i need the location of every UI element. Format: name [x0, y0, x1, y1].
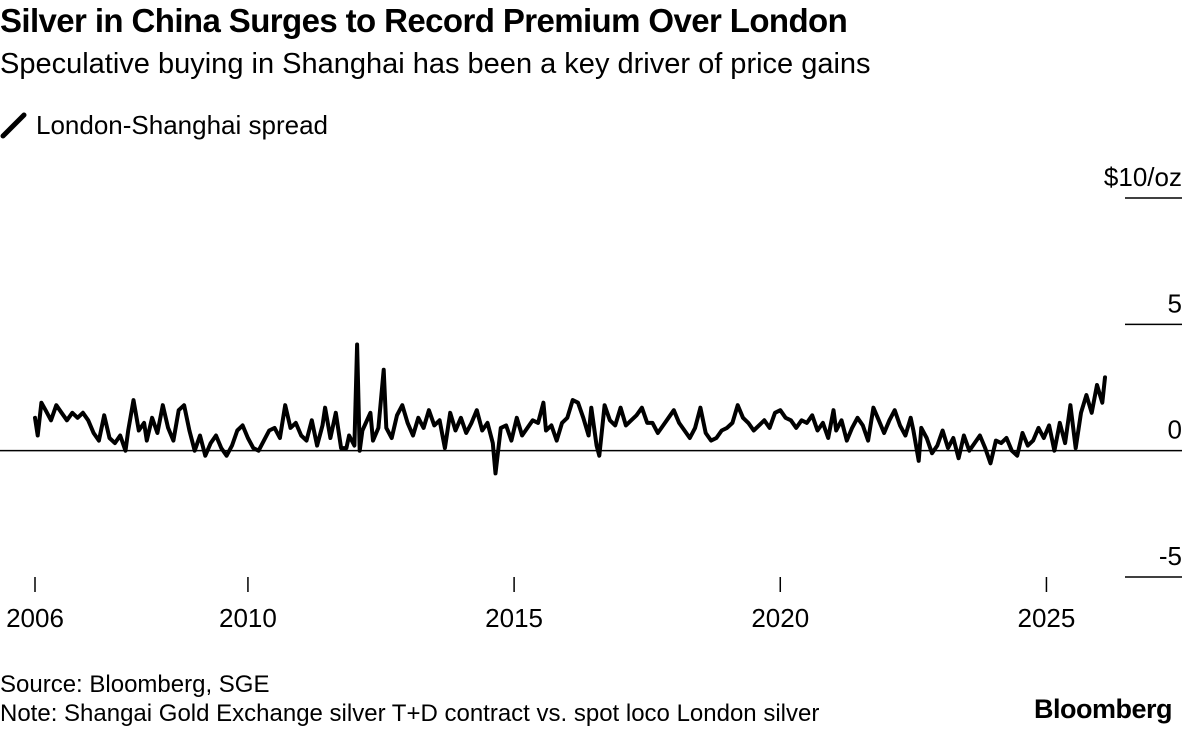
- footnote: Note: Shangai Gold Exchange silver T+D c…: [0, 700, 820, 727]
- chart-title: Silver in China Surges to Record Premium…: [0, 2, 848, 39]
- series-line-spread: [33, 342, 1107, 476]
- legend-label: London-Shanghai spread: [36, 109, 329, 140]
- x-tick-label: 2010: [219, 603, 277, 633]
- y-tick-label: -5: [1159, 541, 1182, 571]
- y-tick-label: 5: [1168, 288, 1182, 318]
- line-chart: $10/oz 5 0 -5 2006 2010 2015 2020 2025: [0, 162, 1182, 633]
- x-tick-label: 2020: [751, 603, 809, 633]
- chart-subtitle: Speculative buying in Shanghai has been …: [0, 48, 871, 80]
- legend: London-Shanghai spread: [0, 108, 328, 142]
- bloomberg-logo: Bloomberg: [1033, 694, 1173, 724]
- y-tick-label: $10/oz: [1104, 162, 1182, 192]
- line-swatch-icon: [0, 111, 28, 139]
- x-tick-label: 2006: [6, 603, 64, 633]
- y-tick-label: 0: [1168, 415, 1182, 445]
- x-tick-label: 2025: [1018, 603, 1076, 633]
- x-tick-label: 2015: [485, 603, 543, 633]
- source-note: Source: Bloomberg, SGE: [0, 671, 270, 698]
